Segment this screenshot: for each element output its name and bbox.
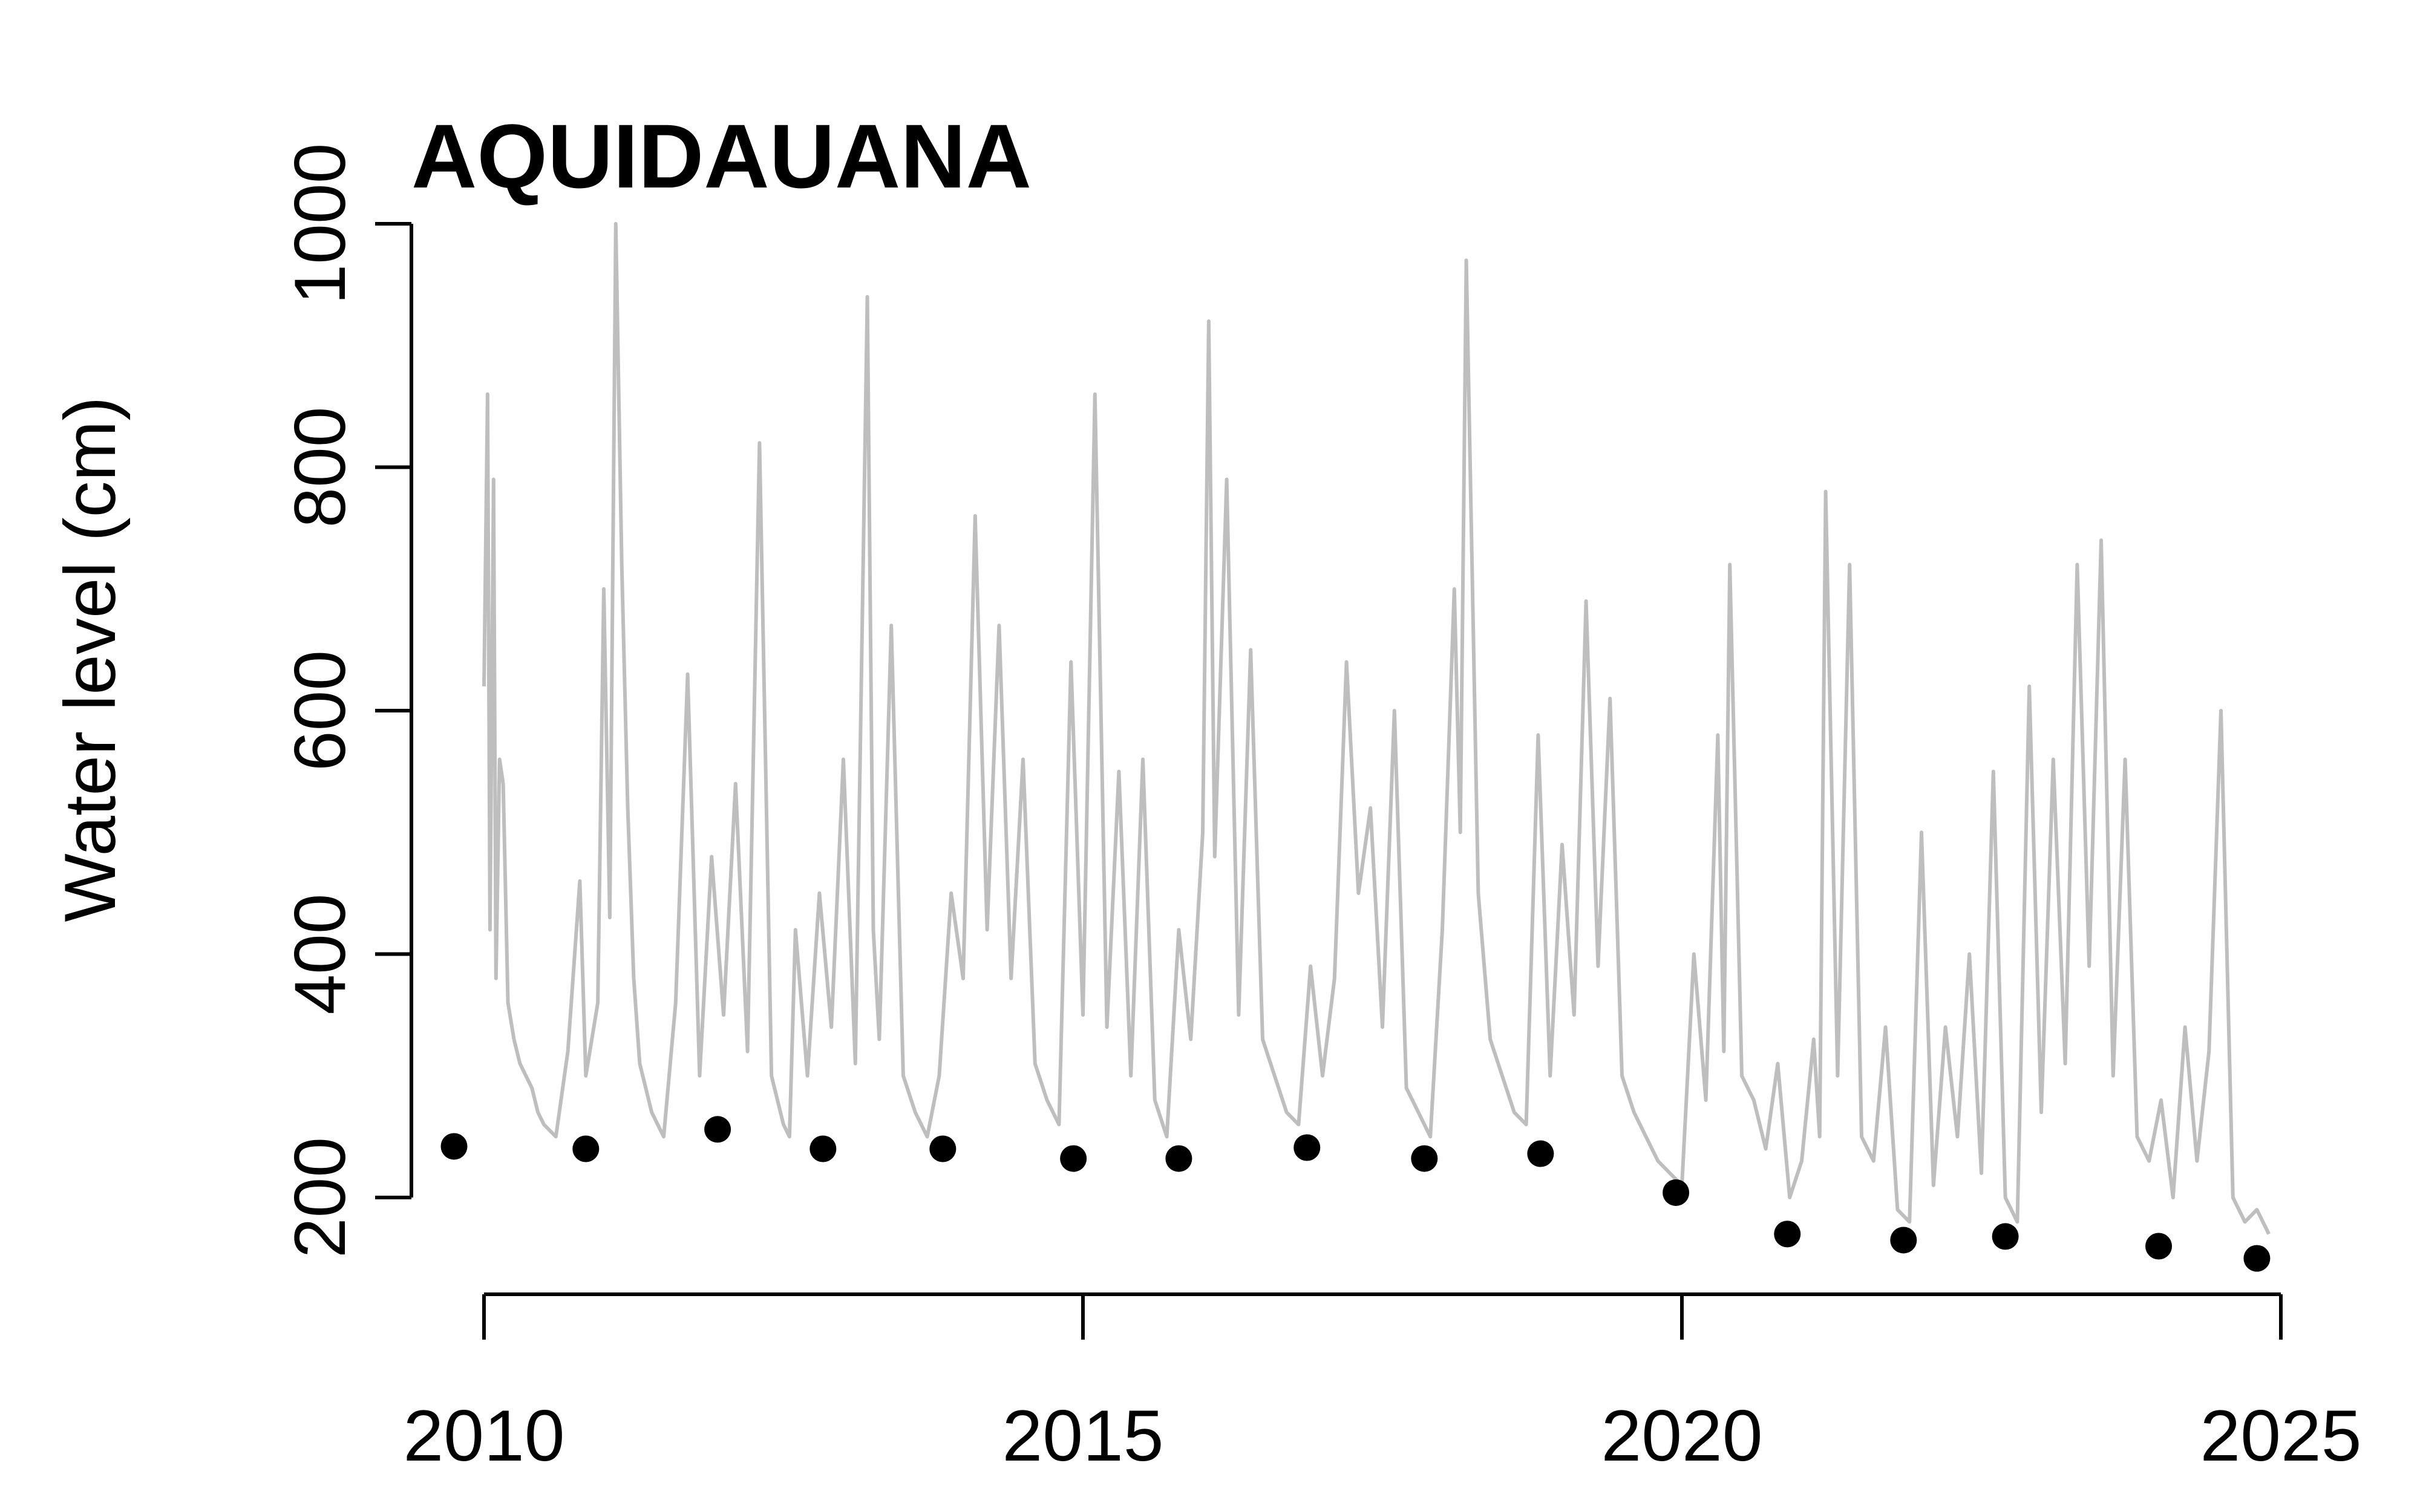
y-tick-label: 800: [280, 406, 361, 527]
annual-minimum-point: [1992, 1223, 2019, 1250]
y-tick-label: 1000: [280, 143, 361, 305]
y-axis: 200 400 600 800 1000: [280, 143, 413, 1258]
annual-minimum-point: [2145, 1233, 2173, 1260]
y-axis-label: Water level (cm): [50, 397, 131, 922]
annual-minimum-point: [929, 1135, 957, 1162]
annual-minimum-point: [1060, 1145, 1087, 1172]
chart-title: AQUIDAUANA: [411, 105, 1032, 207]
annual-minimum-point: [1165, 1145, 1192, 1172]
annual-minimum-point: [1527, 1140, 1554, 1167]
water-level-series-line: [482, 222, 2271, 1235]
x-axis: 2010 2015 2020 2025: [404, 1292, 2362, 1476]
annual-minimum-point: [572, 1135, 600, 1162]
x-tick-label: 2020: [1601, 1395, 1763, 1476]
annual-minimum-point: [704, 1116, 731, 1143]
x-tick-label: 2010: [404, 1395, 565, 1476]
annual-minimum-point: [809, 1135, 837, 1162]
annual-minimum-point: [1293, 1134, 1321, 1161]
annual-minimum-points: [440, 1116, 2271, 1272]
annual-minimum-point: [1774, 1220, 1801, 1248]
annual-minimum-point: [1890, 1227, 1917, 1254]
annual-minimum-point: [1663, 1179, 1690, 1206]
annual-minimum-point: [1411, 1145, 1438, 1172]
x-tick-label: 2015: [1002, 1395, 1164, 1476]
annual-minimum-point: [440, 1133, 468, 1160]
y-tick-label: 200: [280, 1137, 361, 1258]
x-tick-label: 2025: [2200, 1395, 2362, 1476]
annual-minimum-point: [2243, 1245, 2271, 1272]
y-tick-label: 600: [280, 650, 361, 771]
y-tick-label: 400: [280, 893, 361, 1014]
